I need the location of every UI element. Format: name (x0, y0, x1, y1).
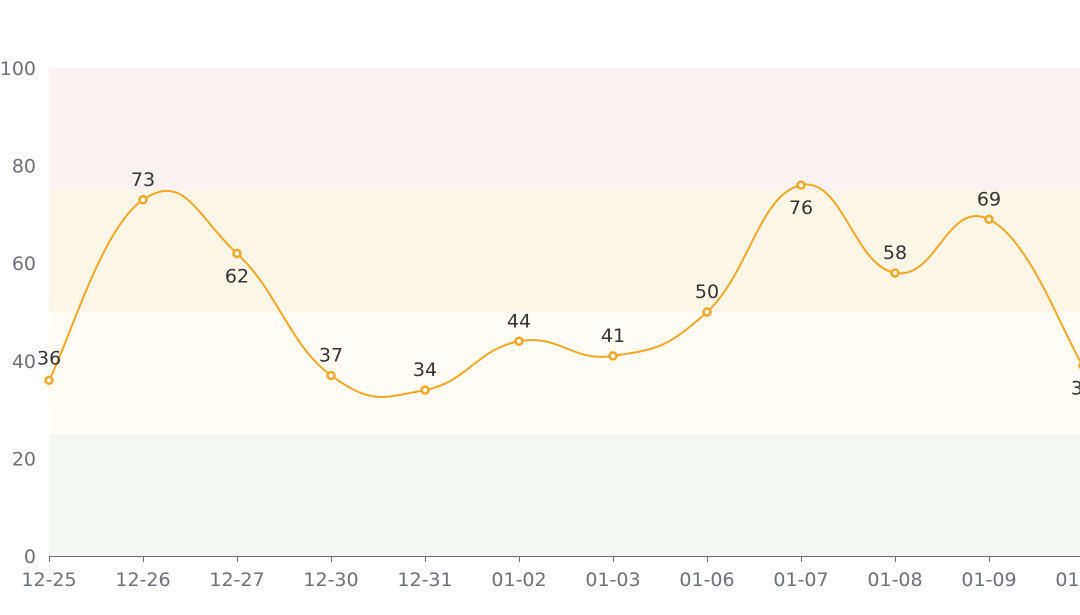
data-point (44, 375, 54, 386)
data-label: 76 (789, 197, 813, 219)
x-tick-label: 12-26 (115, 569, 170, 591)
data-label: 73 (131, 169, 155, 191)
data-label: 62 (225, 265, 249, 287)
x-tick-label: 01-02 (491, 569, 546, 591)
data-point (420, 385, 430, 395)
y-tick-label: 60 (12, 253, 36, 275)
y-tick-label: 100 (0, 58, 36, 80)
data-label: 44 (507, 310, 531, 332)
y-tick-label: 0 (24, 546, 36, 568)
x-tick-label: 01-06 (679, 569, 734, 591)
data-label: 58 (883, 242, 907, 264)
data-point (232, 248, 242, 259)
data-label: 34 (413, 359, 437, 381)
x-axis: 12-25 12-26 12-27 12-30 12-31 01-02 01-03 01-06… (21, 556, 1080, 591)
series-group (44, 180, 1080, 398)
x-tick-label: 01-10 (1055, 569, 1080, 591)
x-tick-label: 01-03 (585, 569, 640, 591)
series-line (48, 183, 1080, 398)
data-point (796, 180, 806, 190)
y-axis: 0 20 40 60 80 100 (0, 58, 36, 568)
data-point (326, 370, 336, 381)
y-tick-label: 20 (12, 448, 36, 470)
band-3 (49, 434, 1080, 556)
y-tick-label: 40 (12, 351, 36, 373)
data-point (890, 268, 900, 278)
data-point (138, 195, 148, 205)
data-labels: 36 73 62 37 34 44 41 50 76 58 69 39 (37, 169, 1080, 400)
data-label: 50 (695, 281, 719, 303)
data-point (984, 214, 994, 225)
band-2 (49, 312, 1080, 434)
y-tick-label: 80 (12, 156, 36, 178)
x-tick-label: 12-30 (303, 569, 358, 591)
x-tick-label: 12-25 (21, 569, 76, 591)
data-label: 69 (977, 188, 1001, 210)
data-point (608, 351, 618, 361)
data-point (702, 307, 712, 317)
x-tick-label: 01-07 (773, 569, 828, 591)
risk-bands (49, 68, 1080, 556)
data-label: 39 (1071, 378, 1080, 400)
data-label: 37 (319, 344, 343, 366)
band-0 (49, 68, 1080, 190)
x-tick-label: 01-09 (961, 569, 1016, 591)
data-label: 41 (601, 325, 625, 347)
band-1 (49, 190, 1080, 312)
data-point (514, 336, 524, 347)
x-tick-label: 12-27 (209, 569, 264, 591)
data-label: 36 (37, 347, 61, 369)
x-tick-label: 01-08 (867, 569, 922, 591)
x-tick-label: 12-31 (397, 569, 452, 591)
